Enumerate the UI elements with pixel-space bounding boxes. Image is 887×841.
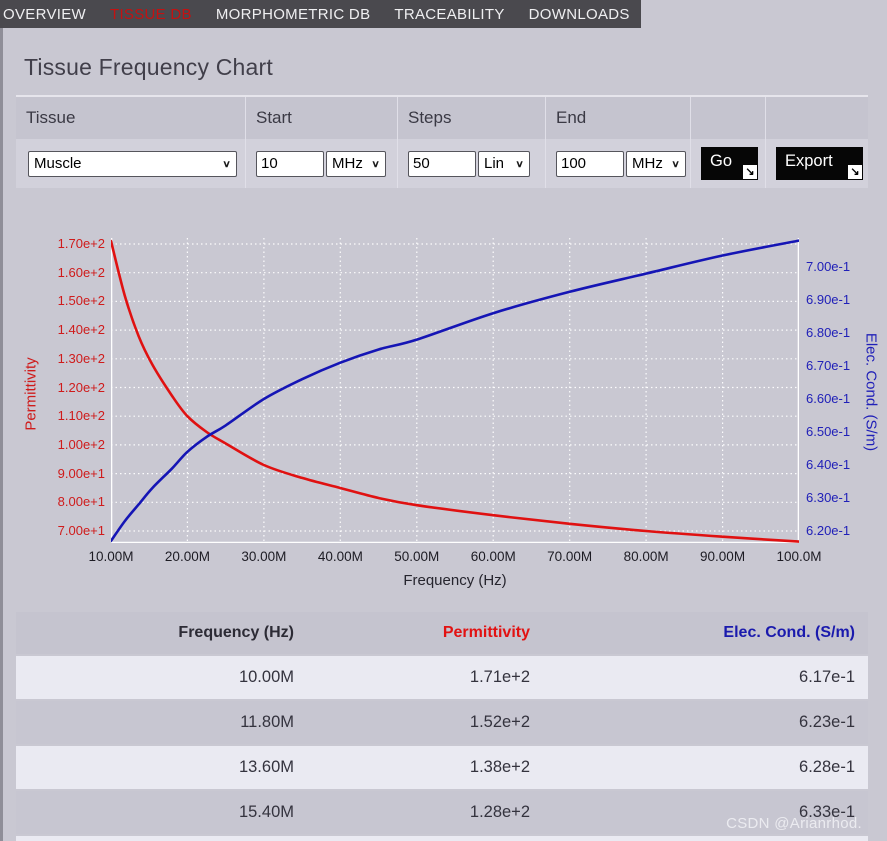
right-axis-tick: 6.90e-1 [806,292,851,307]
left-axis-tick: 7.00e+1 [57,523,105,538]
steps-mode-select-wrap: Lin [478,150,530,177]
x-axis-tick: 30.00M [241,549,287,564]
end-label: End [556,108,587,127]
x-axis-title: Frequency (Hz) [403,572,507,589]
window-edge [0,28,3,841]
permittivity-cell: 1.71e+2 [469,668,530,686]
tissue-select[interactable]: Muscle [28,150,237,177]
tissue-select-wrap: Muscle [28,150,237,177]
frequency-cell: 10.00M [238,668,294,686]
table-row-partial [16,836,868,841]
end-unit-select[interactable]: MHz [626,150,686,177]
x-axis-tick: 60.00M [470,549,516,564]
table-row: 15.40M 1.28e+2 6.33e-1 [16,791,868,834]
start-unit-select[interactable]: MHz [326,150,386,177]
left-axis-tick: 1.50e+2 [57,293,105,309]
nav-item-overview[interactable]: OVERVIEW [3,5,86,23]
frequency-chart-plot [111,238,799,543]
watermark: CSDN @Arianrhod. [726,815,862,832]
right-axis-tick: 7.00e-1 [806,259,851,274]
form-header-row: Tissue Start Steps End [16,97,868,139]
conductivity-cell: 6.23e-1 [799,713,855,731]
end-value-input[interactable] [556,150,624,177]
right-axis-tick: 6.60e-1 [806,390,851,406]
tissue-label: Tissue [26,108,76,127]
top-navbar: OVERVIEW TISSUE DB MORPHOMETRIC DB TRACEABI… [0,0,641,28]
left-axis-tick: 1.20e+2 [57,379,105,395]
x-axis-tick: 40.00M [317,549,363,564]
right-axis-tick: 6.40e-1 [806,456,851,472]
go-button[interactable]: Go ↘ [701,147,758,180]
right-axis-tick: 6.30e-1 [806,489,851,505]
right-axis-tick: 6.20e-1 [806,522,851,538]
form-input-row: Muscle MHz Lin MHz Go↘ Export↘ [16,139,868,188]
frequency-cell: 13.60M [238,758,294,776]
x-axis-tick: 100.0M [776,549,822,564]
header-frequency: Frequency (Hz) [178,624,294,641]
export-arrow-icon: ↘ [848,165,862,179]
table-row: 13.60M 1.38e+2 6.28e-1 [16,746,868,789]
start-unit-select-wrap: MHz [326,150,386,177]
nav-item-downloads[interactable]: DOWNLOADS [528,5,630,23]
conductivity-cell: 6.33e-1 [799,803,855,821]
steps-mode-select[interactable]: Lin [478,150,530,177]
header-permittivity: Permittivity [442,624,530,641]
header-conductivity: Elec. Cond. (S/m) [723,624,855,641]
frequency-cell: 15.40M [238,803,294,821]
go-arrow-icon: ↘ [743,165,757,179]
frequency-cell: 11.80M [240,713,294,731]
nav-item-traceability[interactable]: TRACEABILITY [394,5,505,23]
left-axis-tick: 1.40e+2 [57,322,105,338]
nav-item-tissue-db[interactable]: TISSUE DB [109,5,192,23]
conductivity-cell: 6.28e-1 [799,758,855,776]
permittivity-cell: 1.52e+2 [469,713,530,731]
results-table: Frequency (Hz) Permittivity Elec. Cond. … [16,612,868,841]
x-axis-tick: 10.00M [88,549,134,564]
x-axis-tick: 50.00M [394,549,440,564]
right-axis-tick: 6.50e-1 [806,423,851,439]
start-label: Start [256,108,292,127]
right-axis-tick: 6.70e-1 [806,357,851,373]
steps-label: Steps [408,108,452,127]
left-axis-tick: 1.30e+2 [57,350,105,366]
x-axis-tick: 70.00M [547,549,593,564]
results-table-header: Frequency (Hz) Permittivity Elec. Cond. … [16,612,868,654]
conductivity-cell: 6.17e-1 [799,668,855,686]
left-axis-tick: 9.00e+1 [57,465,105,481]
end-unit-select-wrap: MHz [626,150,686,177]
left-axis-tick: 1.70e+2 [57,235,105,251]
left-axis-tick: 1.00e+2 [57,436,105,452]
steps-value-input[interactable] [408,150,476,177]
table-row: 11.80M 1.52e+2 6.23e-1 [16,701,868,744]
x-axis-tick: 20.00M [164,549,210,564]
x-axis-tick: 80.00M [623,549,669,564]
left-axis-tick: 8.00e+1 [57,494,105,510]
permittivity-cell: 1.28e+2 [469,803,530,821]
x-axis-tick: 90.00M [700,549,746,564]
divider [16,95,868,97]
page-title: Tissue Frequency Chart [24,54,273,80]
table-row: 10.00M 1.71e+2 6.17e-1 [16,656,868,699]
permittivity-cell: 1.38e+2 [469,758,530,776]
nav-item-morphometric-db[interactable]: MORPHOMETRIC DB [215,5,371,23]
left-axis-tick: 1.60e+2 [57,264,105,280]
export-button[interactable]: Export ↘ [776,147,863,180]
left-axis-tick: 1.10e+2 [57,408,105,424]
start-value-input[interactable] [256,150,324,177]
right-axis-tick: 6.80e-1 [806,325,851,340]
